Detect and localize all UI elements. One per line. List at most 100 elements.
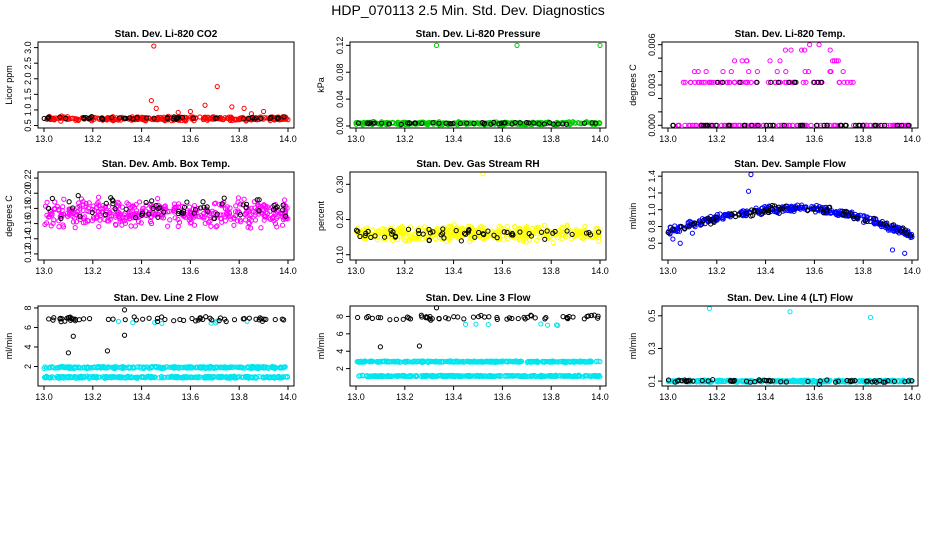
data-point-cyan (235, 364, 242, 370)
data-point-overlay (149, 198, 155, 204)
data-point-main (682, 79, 688, 85)
data-point-cyan (207, 364, 214, 370)
data-point-main (774, 68, 780, 75)
data-point-main (517, 225, 523, 232)
x-tick-label: 13.0 (35, 266, 53, 276)
data-point-overlay (221, 195, 227, 201)
data-point-main (238, 115, 244, 122)
data-point-main (187, 215, 194, 222)
data-point-main (115, 199, 121, 205)
data-point-main (119, 204, 126, 210)
x-tick-label: 13.2 (708, 266, 726, 276)
y-tick-label: 0.00 (335, 117, 345, 135)
data-point-main (702, 79, 708, 85)
data-point-main (155, 195, 161, 202)
y-tick-label: 8 (23, 305, 33, 310)
data-point-main (567, 232, 573, 238)
data-point-overlay (542, 236, 548, 242)
data-point-main (697, 222, 704, 228)
data-point-overlay (219, 201, 225, 207)
chart-title: Stan. Dev. Li-820 Pressure (416, 29, 541, 40)
data-point-overlay (162, 316, 168, 323)
y-tick-label: 2.5 (23, 57, 33, 70)
data-point-main (61, 196, 67, 202)
data-point-overlay (180, 210, 186, 216)
data-point-overlay (110, 198, 116, 204)
data-point-overlay (441, 235, 447, 241)
data-point-main (723, 212, 729, 218)
data-point-overlay (254, 197, 260, 203)
data-point-overlay (890, 222, 897, 228)
data-point-cyan (706, 305, 713, 312)
data-point-overlay (701, 122, 707, 128)
data-point-cyan (112, 364, 118, 370)
data-point-overlay (713, 214, 719, 220)
x-tick-label: 13.8 (854, 392, 872, 402)
data-point-overlay (768, 79, 774, 85)
data-point-main (206, 213, 212, 219)
data-point-cyan (277, 364, 283, 370)
data-point-main (228, 114, 234, 120)
x-tick-label: 13.0 (35, 392, 53, 402)
data-point-overlay (501, 229, 507, 235)
data-point-main (374, 237, 381, 243)
x-tick-label: 13.0 (35, 134, 53, 144)
data-point-main (783, 68, 789, 75)
data-point-main (692, 79, 698, 85)
data-point-main (444, 232, 450, 238)
data-point-overlay (465, 229, 471, 235)
data-point-overlay (811, 206, 817, 212)
data-point-main (151, 43, 157, 49)
data-point-main (202, 220, 208, 226)
data-point-overlay (240, 202, 246, 208)
data-point-main (515, 229, 521, 235)
data-point-overlay (448, 121, 454, 127)
data-point-overlay (501, 120, 507, 126)
data-point-cyan (218, 364, 224, 370)
y-tick-label: 0.6 (647, 237, 657, 250)
data-point-main (827, 122, 833, 128)
y-tick-label: 1.0 (647, 203, 657, 216)
data-point-main (788, 47, 794, 53)
data-point-cyan (159, 320, 165, 326)
data-point-main (559, 225, 565, 231)
data-point-main (807, 42, 813, 48)
x-tick-label: 13.6 (806, 134, 824, 144)
data-point-main (547, 233, 553, 239)
data-point-main (765, 79, 772, 85)
data-point-cyan (485, 321, 491, 328)
data-point-main (98, 206, 104, 212)
data-point-overlay (70, 205, 76, 211)
data-point-main (252, 217, 259, 223)
data-point-main (115, 203, 121, 209)
data-point-main (160, 215, 167, 221)
data-point-cyan (72, 364, 78, 370)
data-point-overlay (121, 332, 128, 338)
data-point-main (381, 120, 387, 126)
chart-panel-5: Stan. Dev. Gas Stream RH percent 13.0 13.2 1… (316, 159, 609, 276)
data-point-main (736, 122, 742, 128)
data-point-overlay (569, 231, 575, 238)
data-point-main (150, 116, 156, 122)
data-point-cyan (867, 314, 874, 321)
data-point-overlay (280, 207, 286, 213)
data-point-cyan (239, 365, 245, 371)
data-point-main (261, 202, 268, 208)
data-point-overlay (853, 122, 859, 128)
data-point-main (403, 231, 409, 237)
y-tick-label: 8 (335, 314, 345, 319)
data-point-main (181, 213, 187, 219)
x-tick-label: 13.2 (84, 266, 102, 276)
data-point-main (231, 222, 237, 228)
data-point-overlay (772, 203, 778, 209)
data-point-main (74, 209, 80, 215)
data-point-main (217, 114, 224, 121)
y-axis-label: ml/min (628, 203, 638, 230)
data-point-main (59, 207, 65, 214)
data-point-main (51, 117, 57, 123)
x-tick-label: 13.6 (182, 266, 200, 276)
data-point-main (564, 222, 570, 228)
data-point-overlay (906, 122, 912, 128)
data-point-main (229, 104, 235, 110)
data-point-main (739, 79, 745, 85)
